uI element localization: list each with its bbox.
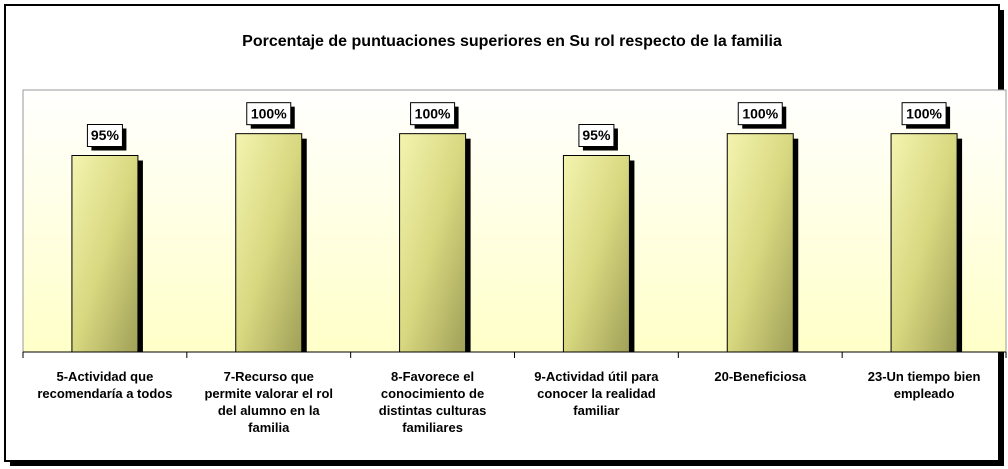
label-box — [578, 124, 615, 147]
value-label: 95% — [582, 127, 611, 143]
bar — [235, 133, 303, 353]
bar — [399, 133, 467, 353]
x-tick-label: 20-Beneficiosa — [714, 369, 807, 384]
x-tick-label: 9-Actividad útil para conocer la realida… — [534, 369, 659, 418]
x-tick-label: 8-Favorece el conocimiento de distintas … — [378, 369, 487, 435]
label-box — [737, 102, 783, 126]
x-tick-label: 5-Actividad que recomendaría a todos — [37, 369, 173, 401]
bar — [562, 155, 630, 353]
label-box — [410, 102, 456, 126]
plot-area — [22, 89, 1007, 353]
value-label: 100% — [906, 105, 942, 121]
value-label: 95% — [91, 127, 120, 143]
label-box — [246, 102, 292, 126]
x-tick-label: 7-Recurso que permite valorar el rol del… — [204, 369, 334, 435]
bar — [726, 133, 794, 353]
x-tick-label: 23-Un tiempo bien empleado — [867, 369, 981, 401]
bar — [890, 133, 958, 353]
bar — [71, 155, 139, 353]
label-box — [86, 124, 123, 147]
value-label: 100% — [742, 105, 778, 121]
chart-title: Porcentaje de puntuaciones superiores en… — [242, 33, 782, 50]
value-label: 100% — [251, 105, 287, 121]
label-box — [901, 102, 947, 126]
value-label: 100% — [415, 105, 451, 121]
